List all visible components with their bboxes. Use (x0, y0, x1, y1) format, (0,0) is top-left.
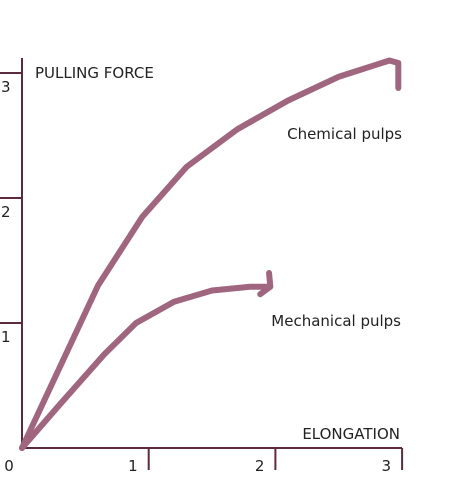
x-axis-title: ELONGATION (302, 425, 400, 443)
series-line-mechanical-pulps (19, 270, 274, 451)
y-tick-label-3: 3 (1, 78, 11, 96)
series-label-chemical-pulps: Chemical pulps (287, 125, 402, 143)
x-tick-label-2: 2 (255, 457, 265, 475)
series-label-mechanical-pulps: Mechanical pulps (271, 312, 401, 330)
y-tick-label-2: 2 (1, 203, 11, 221)
y-axis-title: PULLING FORCE (35, 64, 154, 82)
x-tick-label-3: 3 (382, 457, 392, 475)
curve-group (19, 57, 402, 451)
x-tick-label-0: 0 (4, 457, 14, 475)
y-tick-label-1: 1 (1, 328, 11, 346)
tick-group: 0 1 2 3 1 2 3 (0, 72, 404, 475)
x-tick-label-1: 1 (128, 457, 138, 475)
series-line-chemical-pulps (19, 57, 402, 451)
